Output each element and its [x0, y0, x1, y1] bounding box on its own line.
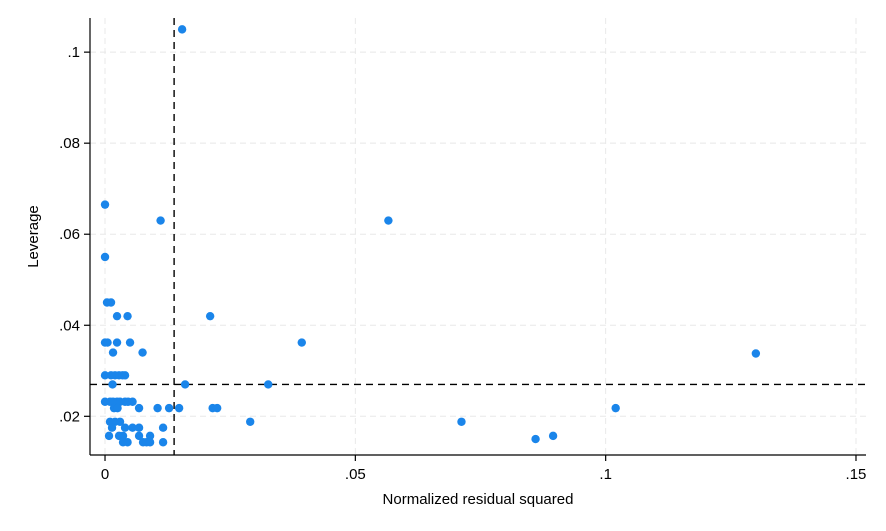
y-tick-label-0: .02 [59, 408, 80, 425]
data-point-0-65 [145, 438, 155, 447]
data-point-0-58 [145, 431, 155, 441]
x-axis-title: Normalized residual squared [383, 491, 574, 508]
data-points [100, 25, 761, 447]
y-tick-label-4: .1 [67, 44, 80, 61]
data-point-0-14 [297, 338, 306, 347]
data-point-0-52 [134, 423, 144, 432]
data-point-0-24 [108, 380, 117, 389]
data-point-0-60 [548, 431, 558, 441]
data-point-0-51 [128, 423, 137, 432]
data-point-0-6 [106, 298, 116, 307]
data-point-0-9 [205, 311, 215, 321]
data-point-0-49 [107, 423, 117, 432]
data-point-0-66 [158, 438, 168, 447]
data-point-0-18 [100, 371, 110, 380]
data-point-0-39 [164, 403, 174, 413]
x-tick-label-1: .05 [345, 466, 366, 483]
data-point-0-11 [103, 338, 112, 347]
data-point-0-42 [212, 403, 222, 413]
data-point-0-50 [120, 423, 130, 432]
reference-lines [90, 18, 866, 455]
data-point-0-34 [128, 397, 137, 406]
x-tick-label-0: 0 [101, 466, 109, 483]
data-point-0-4 [100, 252, 110, 262]
data-point-0-48 [457, 417, 466, 426]
data-point-0-46 [115, 417, 125, 426]
grid-layer [90, 18, 866, 455]
y-tick-label-2: .06 [59, 226, 80, 243]
data-point-0-62 [123, 438, 132, 447]
data-point-0-3 [384, 216, 393, 225]
data-point-0-38 [153, 403, 162, 413]
data-point-0-7 [112, 311, 122, 321]
data-point-0-57 [134, 431, 144, 441]
data-point-0-47 [246, 417, 255, 426]
data-point-0-16 [138, 348, 147, 357]
data-point-0-25 [180, 380, 190, 389]
y-axis-title: Leverage [25, 205, 42, 268]
data-point-0-59 [531, 434, 540, 444]
data-point-0-43 [611, 403, 620, 413]
data-point-0-15 [108, 348, 118, 357]
data-point-0-37 [134, 403, 144, 413]
axes: .02 .04 .06 .08 .1 0 .05 .1 .15 [59, 18, 866, 483]
data-point-0-2 [156, 216, 165, 225]
data-point-0-0 [177, 25, 187, 34]
x-tick-label-2: .1 [599, 466, 612, 483]
data-point-0-12 [112, 338, 122, 347]
data-point-0-17 [751, 349, 761, 358]
y-tick-label-1: .04 [59, 317, 80, 334]
data-point-0-36 [113, 403, 122, 413]
data-point-0-13 [125, 338, 135, 347]
data-point-0-1 [100, 200, 110, 209]
y-tick-label-3: .08 [59, 135, 80, 152]
data-point-0-8 [123, 311, 132, 321]
data-point-0-23 [120, 371, 130, 380]
data-point-0-56 [118, 431, 128, 441]
x-tick-label-3: .15 [846, 466, 867, 483]
data-point-0-53 [158, 423, 168, 432]
data-point-0-54 [104, 431, 114, 441]
data-point-0-40 [174, 403, 184, 413]
data-point-0-26 [264, 380, 273, 389]
